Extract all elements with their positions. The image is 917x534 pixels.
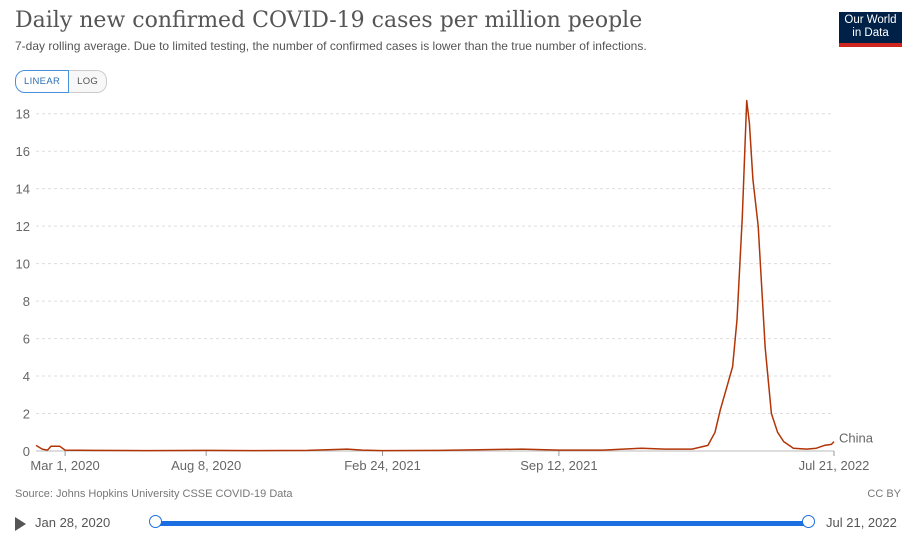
- timeline-end-handle[interactable]: [802, 515, 815, 528]
- y-axis: 0 2 4 6 8 10 12 14 16 18: [16, 107, 30, 459]
- y-tick-label: 10: [16, 257, 30, 272]
- license-link[interactable]: CC BY: [867, 488, 901, 500]
- log-scale-button[interactable]: LOG: [69, 70, 108, 93]
- chart-title: Daily new confirmed COVID-19 cases per m…: [15, 8, 643, 33]
- x-tick-label: Feb 24, 2021: [344, 458, 421, 473]
- y-tick-label: 18: [16, 107, 30, 122]
- timeline-start-handle[interactable]: [149, 515, 162, 528]
- x-tick-label: Jul 21, 2022: [799, 458, 870, 473]
- linear-scale-button[interactable]: LINEAR: [15, 70, 70, 93]
- x-axis: Mar 1, 2020 Aug 8, 2020 Feb 24, 2021 Sep 12…: [30, 451, 869, 473]
- logo-line-1: Our World: [844, 14, 897, 26]
- y-tick-label: 4: [23, 369, 30, 384]
- owid-logo[interactable]: Our World in Data: [839, 12, 902, 47]
- timeline: Jan 28, 2020 Jul 21, 2022: [0, 508, 917, 534]
- chart-subtitle: 7-day rolling average. Due to limited te…: [15, 39, 647, 53]
- logo-accent-bar: [839, 43, 902, 47]
- y-tick-label: 6: [23, 332, 30, 347]
- x-tick-label: Aug 8, 2020: [171, 458, 241, 473]
- logo-line-2: in Data: [852, 27, 889, 39]
- timeline-end-label: Jul 21, 2022: [826, 515, 897, 530]
- y-tick-label: 2: [23, 407, 30, 422]
- timeline-start-label: Jan 28, 2020: [35, 515, 111, 530]
- scale-toggle: LINEAR LOG: [15, 70, 108, 93]
- y-tick-label: 16: [16, 144, 30, 159]
- x-tick-label: Mar 1, 2020: [30, 458, 99, 473]
- y-tick-label: 14: [16, 182, 30, 197]
- y-tick-label: 12: [16, 219, 30, 234]
- source-note[interactable]: Source: Johns Hopkins University CSSE CO…: [15, 488, 293, 500]
- line-chart[interactable]: 0 2 4 6 8 10 12 14 16 18 Mar 1, 2020 Aug 8, 2020 Fe…: [0, 95, 917, 475]
- y-tick-label: 0: [23, 444, 30, 459]
- series-line-china[interactable]: [35, 99, 835, 452]
- play-icon[interactable]: [15, 517, 26, 531]
- y-tick-label: 8: [23, 294, 30, 309]
- chart-grid: [36, 113, 834, 452]
- x-tick-label: Sep 12, 2021: [520, 458, 597, 473]
- timeline-track[interactable]: [155, 521, 808, 526]
- series-label-china: China: [839, 431, 874, 446]
